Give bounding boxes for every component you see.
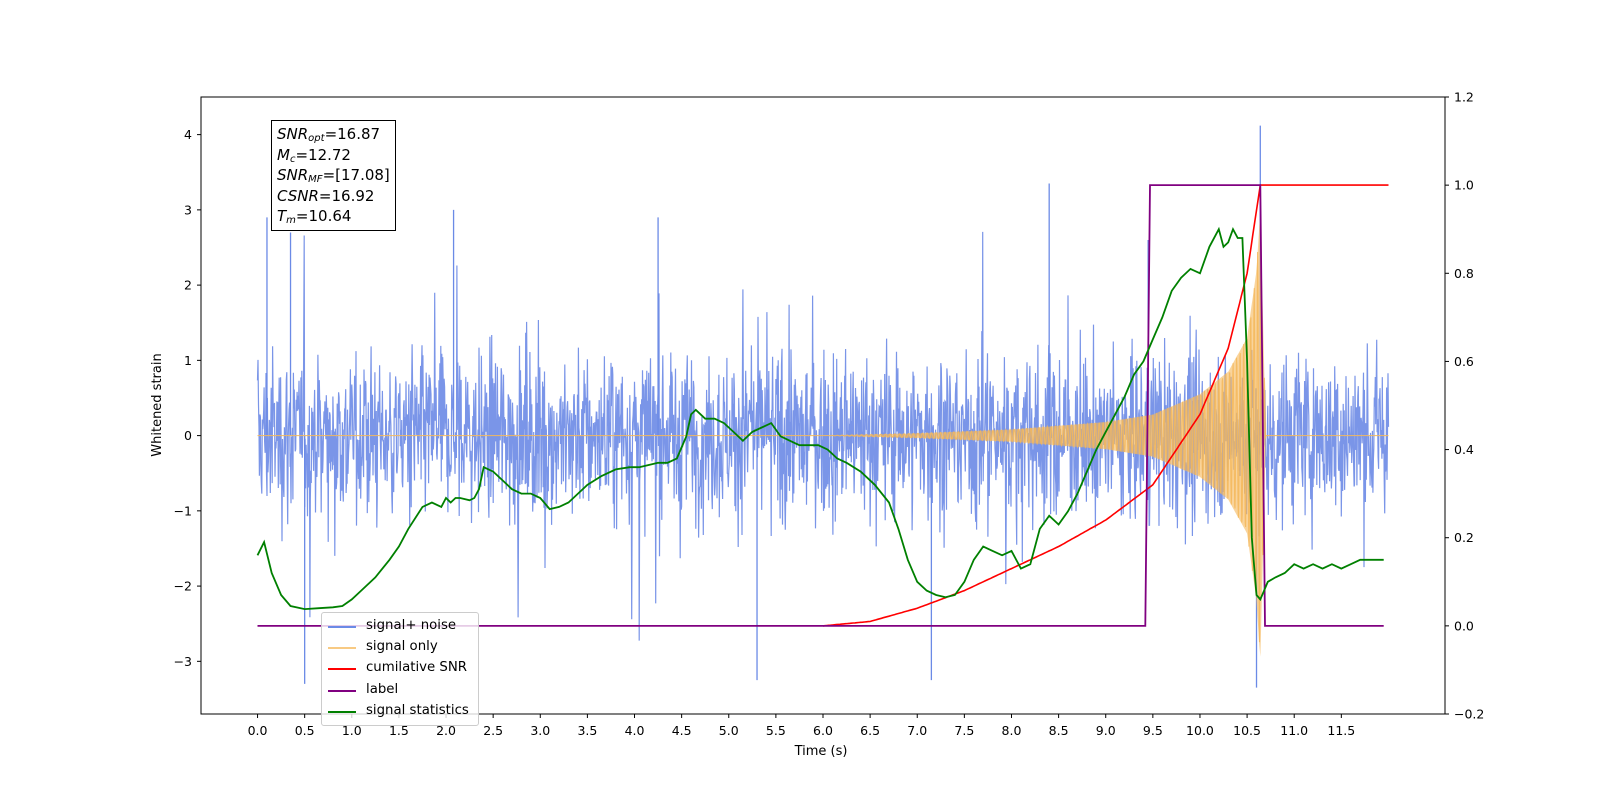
x-tick-label: 10.0: [1186, 723, 1214, 738]
legend-item: signal statistics: [322, 702, 478, 722]
y-tick-right-label: 1.2: [1454, 90, 1474, 105]
y-tick-left-label: −1: [174, 503, 192, 518]
signal-statistics-line: [256, 226, 1384, 611]
stats-value: =16.92: [318, 186, 375, 205]
stats-subscript: MF: [308, 174, 323, 185]
y-tick-right-label: 0.2: [1454, 530, 1474, 545]
stats-symbol: SNR: [277, 166, 309, 184]
stats-value: =12.72: [295, 145, 351, 164]
signal-only-series: [257, 214, 1389, 657]
stats-symbol: T: [277, 207, 287, 225]
x-tick-label: 0.0: [248, 723, 268, 738]
y-tick-left-label: −3: [174, 654, 192, 669]
y-tick-right-label: 0.4: [1454, 442, 1474, 457]
stats-row: Mc=12.72: [277, 145, 390, 166]
y-tick-right-label: −0.2: [1454, 707, 1484, 722]
legend-label: signal+ noise: [366, 618, 457, 633]
cumulative-snr-line: [822, 184, 1389, 627]
stats-value: =[17.08]: [322, 166, 390, 184]
legend-swatch: [328, 689, 356, 692]
y-tick-right-label: 0.8: [1454, 266, 1474, 281]
signal-only-envelope: [823, 214, 1266, 657]
y-tick-left-label: 2: [184, 278, 192, 293]
y-tick-right-label: 0.6: [1454, 354, 1474, 369]
x-axis-label: Time (s): [794, 744, 848, 759]
x-tick-label: 9.0: [1096, 723, 1116, 738]
x-tick-label: 6.0: [813, 723, 833, 738]
legend-label: signal only: [366, 639, 438, 655]
x-tick-label: 1.0: [342, 723, 362, 738]
y-tick-left-label: 4: [184, 127, 192, 142]
legend: signal+ noise signal only cumilative SNR la…: [321, 612, 479, 726]
legend-item: signal+ noise: [322, 617, 478, 637]
stats-value: =16.87: [324, 125, 381, 143]
y-tick-left-label: 0: [184, 428, 192, 443]
stats-subscript: opt: [308, 133, 325, 144]
legend-swatch: [328, 647, 356, 650]
x-tick-label: 7.5: [954, 723, 974, 738]
x-tick-label: 10.5: [1233, 723, 1261, 738]
y-tick-right-label: 1.0: [1454, 178, 1474, 193]
stats-symbol: M: [277, 145, 290, 164]
legend-label: label: [366, 681, 399, 697]
stats-row: SNRopt=16.87: [277, 124, 390, 145]
legend-swatch: [328, 626, 356, 628]
y-tick-left-label: 3: [184, 202, 192, 217]
y-tick-left-label: 1: [184, 353, 192, 368]
x-tick-label: 9.5: [1143, 723, 1163, 738]
stats-value: =10.64: [295, 207, 352, 225]
y-axis-label: Whitened strain: [150, 353, 165, 456]
stats-symbol: SNR: [277, 125, 309, 143]
axes: 0.0 0.5 1.0 1.5 2.0 2.5 3.0 3.5 4.0 4.5 5.0 5.5 6.0 6…: [174, 90, 1485, 739]
x-tick-label: 2.0: [436, 723, 456, 738]
x-tick-label: 8.5: [1049, 723, 1069, 738]
curve-series: [256, 184, 1389, 627]
stats-row: SNRMF=[17.08]: [277, 165, 390, 186]
label-line: [257, 184, 1384, 627]
x-tick-label: 5.5: [766, 723, 786, 738]
x-tick-label: 2.5: [483, 723, 503, 738]
y-tick-right-label: 0.0: [1454, 618, 1474, 633]
stats-subscript: m: [286, 215, 296, 226]
x-tick-label: 3.5: [577, 723, 597, 738]
x-tick-label: 3.0: [530, 723, 550, 738]
legend-label: signal statistics: [366, 702, 469, 718]
stats-row: CSNR=16.92: [277, 186, 390, 207]
stats-symbol: CSNR: [277, 186, 319, 205]
x-tick-label: 7.0: [907, 723, 927, 738]
x-tick-label: 4.5: [672, 723, 692, 738]
x-tick-label: 11.0: [1280, 723, 1308, 738]
x-tick-label: 6.5: [860, 723, 880, 738]
stats-row: Tm=10.64: [277, 206, 390, 227]
x-tick-label: 0.5: [295, 723, 315, 738]
legend-item: label: [322, 681, 478, 701]
legend-item: signal only: [322, 638, 478, 658]
legend-item: cumilative SNR: [322, 659, 478, 679]
x-tick-label: 5.0: [719, 723, 739, 738]
legend-label: cumilative SNR: [366, 660, 468, 676]
legend-swatch: [328, 668, 356, 671]
plot-area: [256, 125, 1390, 688]
legend-swatch: [328, 710, 356, 713]
stats-subscript: c: [289, 153, 296, 165]
y-tick-left-label: −2: [174, 579, 192, 594]
stats-box: SNRopt=16.87 Mc=12.72 SNRMF=[17.08] CSNR=16…: [271, 120, 396, 231]
x-tick-label: 1.5: [389, 723, 409, 738]
x-tick-label: 4.0: [625, 723, 645, 738]
x-tick-label: 8.0: [1002, 723, 1022, 738]
x-tick-label: 11.5: [1327, 723, 1355, 738]
